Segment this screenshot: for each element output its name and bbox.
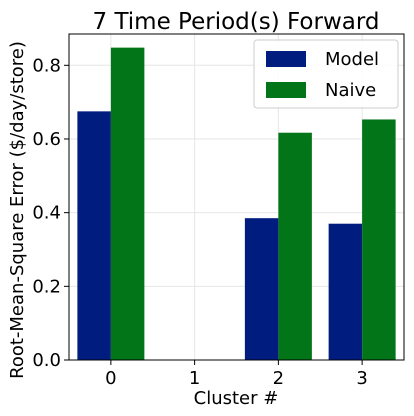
y-tick-label: 0.6 <box>32 129 61 150</box>
x-axis-label: Cluster # <box>194 388 279 409</box>
x-tick-label: 3 <box>356 368 367 389</box>
x-tick-label: 2 <box>273 368 284 389</box>
x-tick-label: 1 <box>189 368 200 389</box>
bar-model-cluster-2 <box>244 218 279 360</box>
y-tick-label: 0.8 <box>32 55 61 76</box>
y-tick-label: 0.0 <box>32 350 61 371</box>
chart-title: 7 Time Period(s) Forward <box>93 9 380 35</box>
x-tick-label: 0 <box>105 368 116 389</box>
bar-model-cluster-3 <box>328 223 363 360</box>
bar-naive-cluster-2 <box>278 132 312 360</box>
legend-swatch-naive <box>266 82 306 98</box>
legend-swatch-model <box>266 51 306 67</box>
legend-label-naive: Naive <box>325 80 376 101</box>
bar-naive-cluster-3 <box>362 119 396 360</box>
plot-frame <box>68 33 405 361</box>
y-tick-label: 0.2 <box>32 276 61 297</box>
y-tick-label: 0.4 <box>32 203 61 224</box>
bar-model-cluster-0 <box>77 111 111 361</box>
x-axis-ticks: 0 1 2 3 <box>105 360 368 389</box>
legend-label-model: Model <box>325 49 379 70</box>
y-axis-ticks: 0.0 0.2 0.4 0.6 0.8 <box>32 55 69 371</box>
y-axis-label: Root-Mean-Square Error ($/day/store) <box>7 41 28 379</box>
legend: Model Naive <box>253 39 399 109</box>
bar-naive-cluster-0 <box>110 47 145 360</box>
bars <box>77 47 396 361</box>
